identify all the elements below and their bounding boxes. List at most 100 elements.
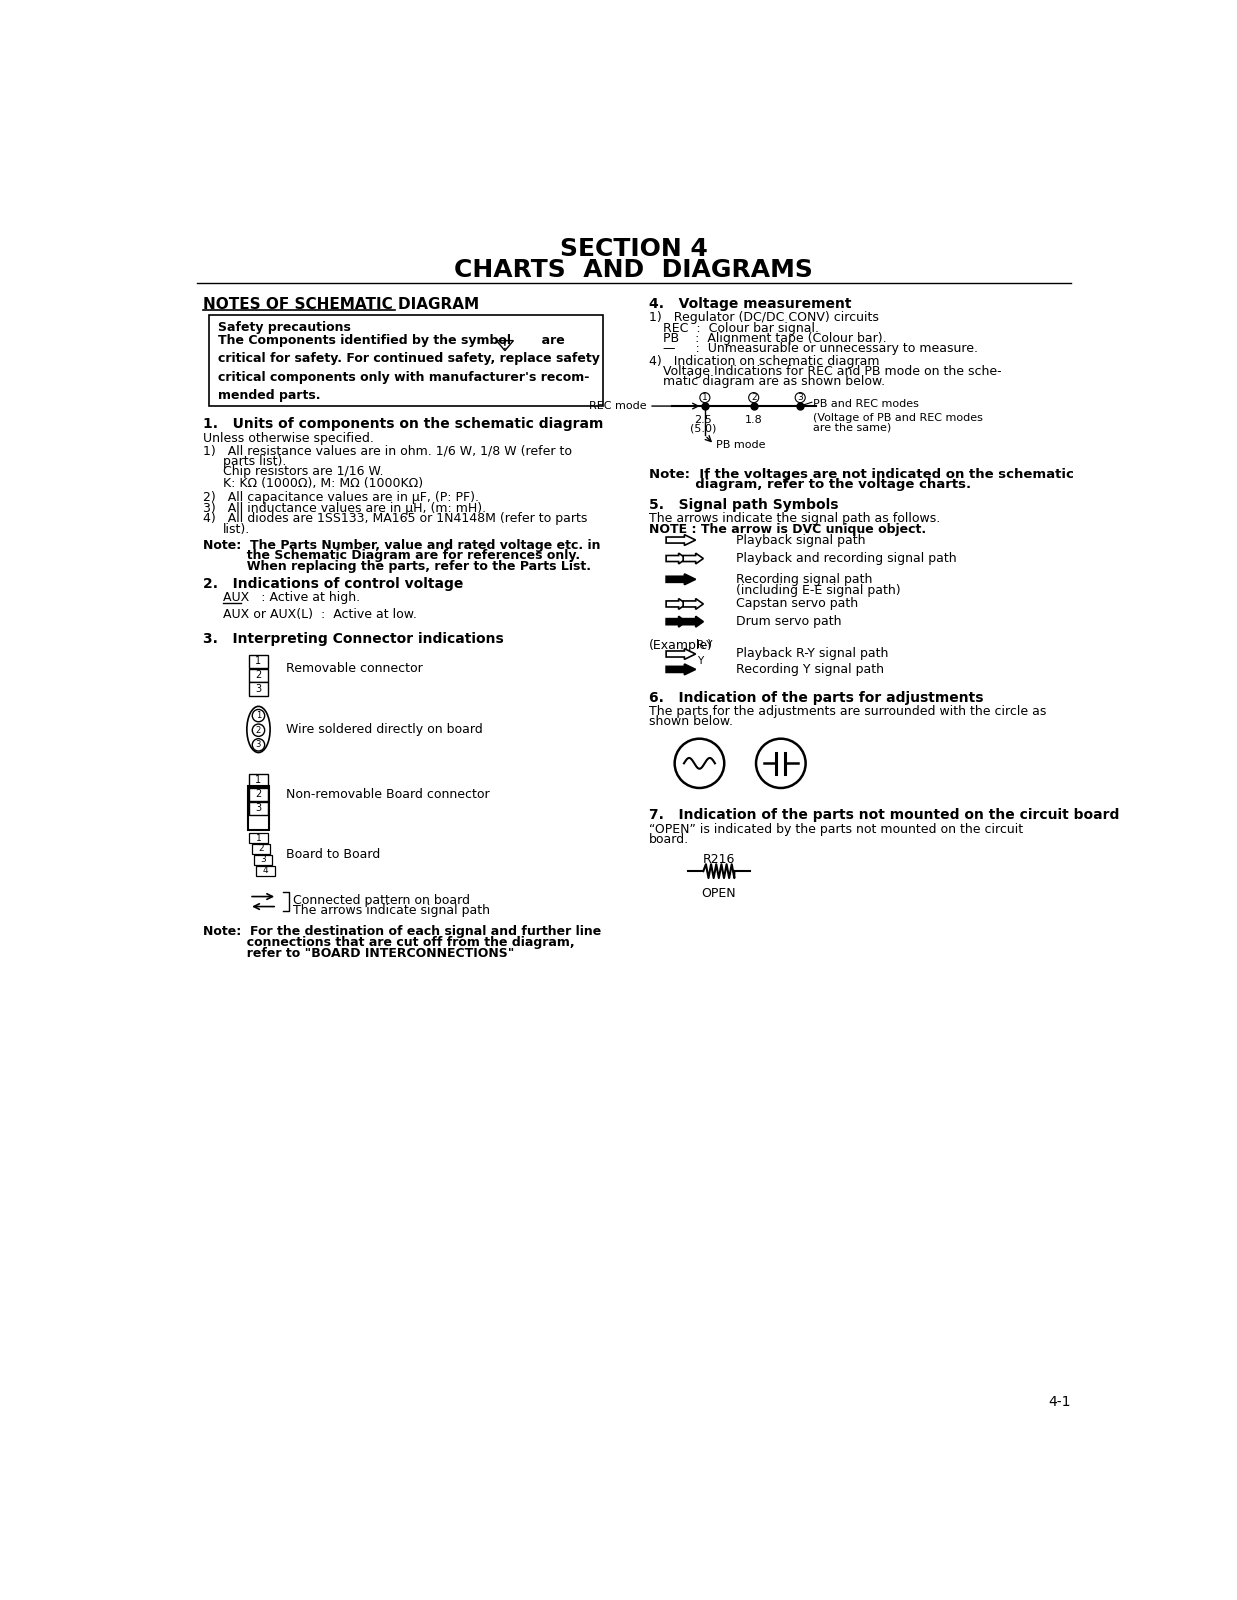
Text: board.: board. bbox=[649, 834, 689, 846]
Text: 5.   Signal path Symbols: 5. Signal path Symbols bbox=[649, 499, 839, 512]
Text: 2: 2 bbox=[259, 845, 263, 853]
Circle shape bbox=[252, 739, 265, 750]
Text: refer to "BOARD INTERCONNECTIONS": refer to "BOARD INTERCONNECTIONS" bbox=[203, 947, 515, 960]
Text: PB    :  Alignment tape (Colour bar).: PB : Alignment tape (Colour bar). bbox=[663, 333, 887, 346]
Text: Y: Y bbox=[698, 656, 704, 666]
Text: 3)   All inductance values are in μH, (m: mH).: 3) All inductance values are in μH, (m: … bbox=[203, 501, 486, 515]
Text: Unless otherwise specified.: Unless otherwise specified. bbox=[203, 432, 374, 445]
Text: The parts for the adjustments are surrounded with the circle as: The parts for the adjustments are surrou… bbox=[649, 706, 1047, 718]
Text: (Example): (Example) bbox=[649, 638, 713, 651]
Text: OPEN: OPEN bbox=[701, 888, 736, 901]
Text: —     :  Unmeasurable or unnecessary to measure.: — : Unmeasurable or unnecessary to measu… bbox=[663, 342, 978, 355]
Bar bbox=[251, 845, 270, 854]
Text: matic diagram are as shown below.: matic diagram are as shown below. bbox=[663, 376, 886, 389]
Text: 1)   Regulator (DC/DC CONV) circuits: 1) Regulator (DC/DC CONV) circuits bbox=[649, 312, 880, 325]
Bar bbox=[249, 683, 267, 696]
Bar bbox=[254, 854, 272, 866]
Text: Note:  For the destination of each signal and further line: Note: For the destination of each signal… bbox=[203, 925, 601, 938]
Text: Recording Y signal path: Recording Y signal path bbox=[736, 662, 884, 675]
Circle shape bbox=[795, 392, 805, 403]
Polygon shape bbox=[683, 598, 704, 610]
Text: 4.   Voltage measurement: 4. Voltage measurement bbox=[649, 296, 851, 310]
Text: PB and REC modes: PB and REC modes bbox=[814, 398, 919, 408]
Text: 3: 3 bbox=[798, 394, 803, 402]
Text: REC  :  Colour bar signal.: REC : Colour bar signal. bbox=[663, 322, 819, 334]
Text: 1: 1 bbox=[256, 710, 261, 720]
Text: Wire soldered directly on board: Wire soldered directly on board bbox=[287, 723, 484, 736]
Text: Recording signal path: Recording signal path bbox=[736, 573, 872, 586]
Text: The arrows indicate the signal path as follows.: The arrows indicate the signal path as f… bbox=[649, 512, 940, 525]
Text: 7.   Indication of the parts not mounted on the circuit board: 7. Indication of the parts not mounted o… bbox=[649, 808, 1119, 822]
Text: 4-1: 4-1 bbox=[1048, 1395, 1071, 1408]
Text: 1.8: 1.8 bbox=[745, 416, 762, 426]
Circle shape bbox=[756, 739, 805, 787]
Text: 3: 3 bbox=[255, 803, 261, 813]
Polygon shape bbox=[667, 664, 695, 675]
Text: (Voltage of PB and REC modes: (Voltage of PB and REC modes bbox=[814, 413, 983, 422]
Polygon shape bbox=[667, 554, 687, 563]
Bar bbox=[247, 786, 270, 830]
Text: AUX or AUX(L)  :  Active at low.: AUX or AUX(L) : Active at low. bbox=[223, 608, 417, 621]
Text: the Schematic Diagram are for references only.: the Schematic Diagram are for references… bbox=[203, 549, 580, 562]
Text: Voltage Indications for REC and PB mode on the sche-: Voltage Indications for REC and PB mode … bbox=[663, 365, 1002, 378]
Text: NOTE : The arrow is DVC unique object.: NOTE : The arrow is DVC unique object. bbox=[649, 523, 927, 536]
Text: R216: R216 bbox=[703, 853, 735, 866]
Bar bbox=[249, 669, 267, 682]
Circle shape bbox=[748, 392, 758, 403]
Text: parts list).: parts list). bbox=[223, 456, 286, 469]
Text: 2: 2 bbox=[751, 394, 757, 402]
Text: Drum servo path: Drum servo path bbox=[736, 614, 841, 629]
Text: Playback signal path: Playback signal path bbox=[736, 533, 866, 547]
Bar bbox=[249, 787, 267, 802]
Text: 6.   Indication of the parts for adjustments: 6. Indication of the parts for adjustmen… bbox=[649, 691, 983, 706]
Text: 1)   All resistance values are in ohm. 1/6 W, 1/8 W (refer to: 1) All resistance values are in ohm. 1/6… bbox=[203, 445, 571, 458]
Text: 1: 1 bbox=[703, 394, 708, 402]
Text: Playback R-Y signal path: Playback R-Y signal path bbox=[736, 648, 888, 661]
Text: 3: 3 bbox=[255, 683, 261, 694]
Text: !: ! bbox=[503, 342, 507, 352]
Text: Chip resistors are 1/16 W.: Chip resistors are 1/16 W. bbox=[223, 466, 383, 478]
Ellipse shape bbox=[247, 706, 270, 752]
Bar bbox=[209, 315, 602, 406]
Text: Capstan servo path: Capstan servo path bbox=[736, 597, 858, 611]
Text: (including E-E signal path): (including E-E signal path) bbox=[736, 584, 901, 597]
Text: 4: 4 bbox=[262, 866, 268, 875]
Circle shape bbox=[674, 739, 724, 787]
Text: K: KΩ (1000Ω), M: MΩ (1000KΩ): K: KΩ (1000Ω), M: MΩ (1000KΩ) bbox=[223, 477, 423, 490]
Bar bbox=[249, 802, 267, 814]
Text: 3: 3 bbox=[260, 854, 266, 864]
Text: Non-removable Board connector: Non-removable Board connector bbox=[287, 789, 490, 802]
Text: 2: 2 bbox=[255, 670, 261, 680]
Text: Note:  The Parts Number, value and rated voltage etc. in: Note: The Parts Number, value and rated … bbox=[203, 539, 600, 552]
Text: 2: 2 bbox=[255, 789, 261, 798]
Text: Safety precautions: Safety precautions bbox=[218, 322, 351, 334]
Text: 4)   Indication on schematic diagram: 4) Indication on schematic diagram bbox=[649, 355, 880, 368]
Bar bbox=[249, 774, 267, 787]
Text: AUX   : Active at high.: AUX : Active at high. bbox=[223, 590, 360, 603]
Text: 2)   All capacitance values are in μF, (P: PF).: 2) All capacitance values are in μF, (P:… bbox=[203, 491, 479, 504]
Circle shape bbox=[252, 725, 265, 736]
Text: PB mode: PB mode bbox=[716, 440, 766, 450]
Polygon shape bbox=[683, 554, 704, 563]
Polygon shape bbox=[667, 616, 687, 627]
Text: (5.0): (5.0) bbox=[690, 424, 716, 434]
Text: are the same): are the same) bbox=[814, 422, 892, 432]
Polygon shape bbox=[667, 574, 695, 584]
Text: Playback and recording signal path: Playback and recording signal path bbox=[736, 552, 956, 565]
Text: connections that are cut off from the diagram,: connections that are cut off from the di… bbox=[203, 936, 574, 949]
Polygon shape bbox=[683, 616, 704, 627]
Bar bbox=[249, 654, 267, 667]
Text: 1: 1 bbox=[255, 776, 261, 786]
Text: 3.   Interpreting Connector indications: 3. Interpreting Connector indications bbox=[203, 632, 503, 646]
Polygon shape bbox=[667, 534, 695, 546]
Text: Connected pattern on board: Connected pattern on board bbox=[293, 894, 470, 907]
Text: When replacing the parts, refer to the Parts List.: When replacing the parts, refer to the P… bbox=[203, 560, 591, 573]
Text: NOTES OF SCHEMATIC DIAGRAM: NOTES OF SCHEMATIC DIAGRAM bbox=[203, 296, 479, 312]
Bar bbox=[256, 866, 275, 875]
Polygon shape bbox=[496, 341, 513, 350]
Text: 2: 2 bbox=[256, 726, 261, 734]
Text: “OPEN” is indicated by the parts not mounted on the circuit: “OPEN” is indicated by the parts not mou… bbox=[649, 824, 1023, 837]
Text: 1: 1 bbox=[256, 834, 261, 843]
Bar bbox=[249, 834, 267, 843]
Circle shape bbox=[252, 709, 265, 722]
